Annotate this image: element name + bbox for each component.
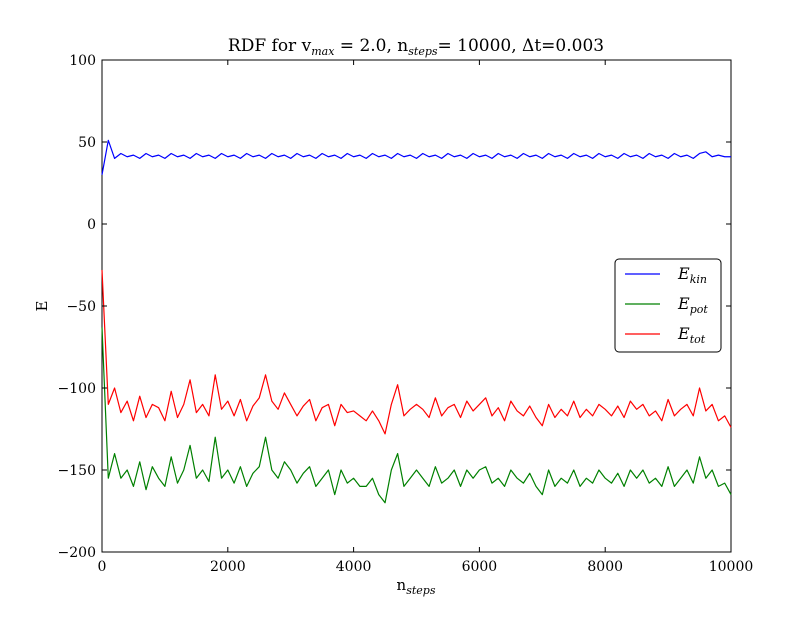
x-tick-label: 8000 (587, 559, 623, 575)
legend-label-base: E (677, 294, 690, 313)
legend-label-sub: tot (690, 333, 706, 346)
y-tick-label: 0 (87, 217, 96, 233)
series-layer (101, 139, 732, 504)
tick-layer: 0 2000 4000 6000 8000 10000 100 50 0 −50 −100 −150 −… (58, 53, 754, 575)
chart-title: RDF for vmax = 2.0, nsteps= 10000, Δt=0.… (228, 36, 604, 58)
title-part: = 10000, Δt=0.003 (438, 36, 605, 56)
x-tick-label: 0 (98, 559, 107, 575)
y-tick-label: −100 (58, 381, 96, 397)
legend-label-sub: pot (690, 303, 709, 316)
legend-label-kin: Ekin (677, 264, 707, 286)
x-axis-label-base: n (397, 576, 407, 594)
x-tick-label: 4000 (336, 559, 372, 575)
x-tick-label: 2000 (210, 559, 246, 575)
title-part: RDF for v (228, 36, 312, 56)
y-tick-label: −150 (58, 463, 96, 479)
legend-label-sub: kin (690, 273, 707, 286)
legend-label-base: E (677, 264, 690, 283)
y-tick-label: 100 (69, 53, 96, 69)
title-part-sub: max (311, 45, 335, 58)
series-line-e-kin (101, 139, 731, 175)
legend-label-tot: Etot (677, 324, 706, 346)
x-axis-label: nsteps (397, 576, 436, 597)
y-axis-label: E (33, 301, 51, 312)
legend-label-base: E (677, 324, 690, 343)
legend-box (614, 258, 722, 353)
y-tick-label: −50 (66, 299, 96, 315)
y-tick-label: −200 (58, 545, 96, 561)
x-axis-label-sub: steps (406, 584, 436, 597)
x-tick-label: 10000 (709, 559, 754, 575)
series-line-e-tot (101, 269, 732, 435)
legend-label-pot: Epot (677, 294, 708, 316)
x-tick-label: 6000 (462, 559, 498, 575)
y-tick-label: 50 (78, 135, 96, 151)
title-part: = 2.0, n (334, 36, 408, 56)
series-line-e-pot (101, 327, 732, 504)
title-part-sub: steps (408, 45, 438, 58)
